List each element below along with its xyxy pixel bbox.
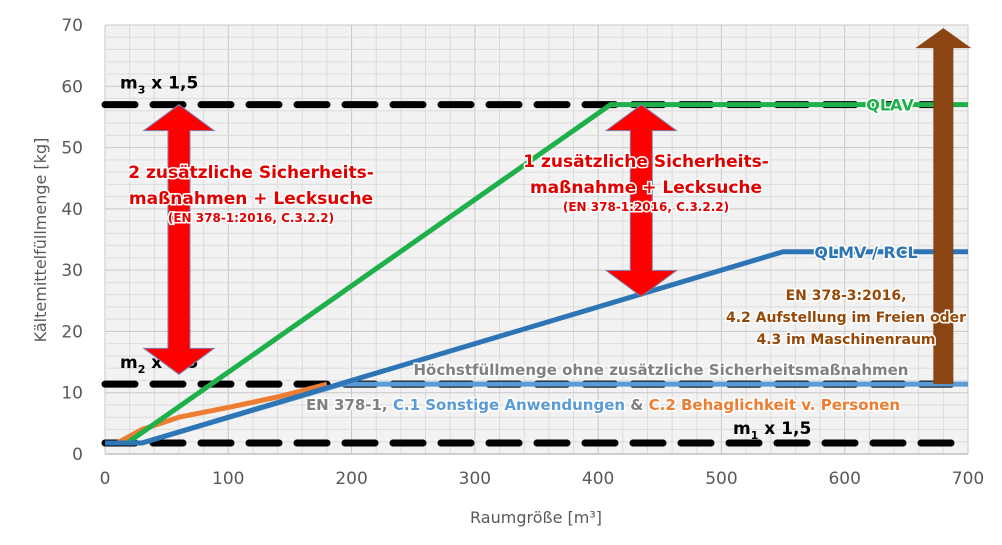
arrows bbox=[142, 28, 972, 385]
x-tick-label: 300 bbox=[459, 469, 491, 489]
en-prefix: EN 378-1, bbox=[306, 396, 393, 414]
qlmv-label: QLMV / RCL bbox=[814, 243, 917, 262]
ref-sub: 3 bbox=[138, 84, 146, 97]
ref-rest: x 1,5 bbox=[145, 74, 198, 94]
series-line-2 bbox=[105, 249, 968, 446]
y-tick-label: 40 bbox=[61, 200, 83, 220]
y-tick-label: 60 bbox=[61, 77, 83, 97]
y-tick-label: 50 bbox=[61, 139, 83, 159]
up-arrow-2 bbox=[915, 28, 972, 385]
left_red-line: maßnahmen + Lecksuche bbox=[129, 189, 373, 209]
right_red-line: maßnahme + Lecksuche bbox=[530, 178, 762, 198]
right_red-line: (EN 378-1:2016, C.3.2.2) bbox=[563, 200, 729, 214]
y-axis-label: Kältemittelfüllmenge [kg] bbox=[31, 138, 50, 343]
annotations: 2 zusätzliche Sicherheits-maßnahmen + Le… bbox=[127, 94, 968, 415]
x-tick-label: 200 bbox=[335, 469, 367, 489]
double-arrow-1 bbox=[604, 104, 679, 298]
x-tick-label: 400 bbox=[582, 469, 614, 489]
ref-main: m bbox=[733, 419, 751, 439]
reference-label: m1 x 1,5 bbox=[733, 419, 811, 442]
brown-line: 4.2 Aufstellung im Freien oder bbox=[726, 310, 966, 326]
max-fill-label: Höchstfüllmenge ohne zusätzliche Sicherh… bbox=[414, 361, 909, 379]
double-arrow-0 bbox=[142, 104, 216, 375]
ticks: 0 100 200 300 400 500 600 700 0 10 20 30 40 50 60 70 bbox=[61, 16, 984, 489]
c2-label: C.2 Behaglichkeit v. Personen bbox=[649, 396, 900, 414]
x-tick-label: 600 bbox=[828, 469, 860, 489]
c1-label: C.1 Sonstige Anwendungen bbox=[393, 396, 625, 414]
brown-line: EN 378-3:2016, bbox=[786, 288, 907, 304]
x-tick-label: 0 bbox=[100, 469, 111, 489]
left_red-line: 2 zusätzliche Sicherheits- bbox=[128, 163, 374, 183]
series-line-4 bbox=[116, 381, 328, 446]
ref-main: m bbox=[120, 74, 138, 94]
x-tick-label: 500 bbox=[705, 469, 737, 489]
en-378-1-label: EN 378-1, C.1 Sonstige Anwendungen & C.2… bbox=[306, 396, 900, 414]
amp: & bbox=[625, 396, 649, 414]
y-tick-label: 30 bbox=[61, 261, 83, 281]
brown-line: 4.3 im Maschinenraum bbox=[756, 332, 935, 348]
y-tick-label: 10 bbox=[61, 384, 83, 404]
ref-main: m bbox=[120, 353, 138, 373]
x-axis-label: Raumgröße [m³] bbox=[470, 508, 602, 527]
series bbox=[105, 102, 968, 446]
right_red-line: 1 zusätzliche Sicherheits- bbox=[523, 152, 769, 172]
x-tick-label: 100 bbox=[212, 469, 244, 489]
qlav-label: QLAV bbox=[866, 96, 914, 115]
x-tick-label: 700 bbox=[952, 469, 984, 489]
left_red-line: (EN 378-1:2016, C.3.2.2) bbox=[168, 211, 334, 225]
y-tick-label: 70 bbox=[61, 16, 83, 36]
plot-area bbox=[105, 25, 968, 454]
y-tick-label: 20 bbox=[61, 322, 83, 342]
reference-label: m3 x 1,5 bbox=[120, 74, 198, 97]
ref-sub: 1 bbox=[751, 429, 759, 442]
y-tick-label: 0 bbox=[72, 445, 83, 465]
ref-sub: 2 bbox=[138, 363, 146, 376]
ref-rest: x 1,5 bbox=[758, 419, 811, 439]
grid bbox=[104, 24, 969, 455]
